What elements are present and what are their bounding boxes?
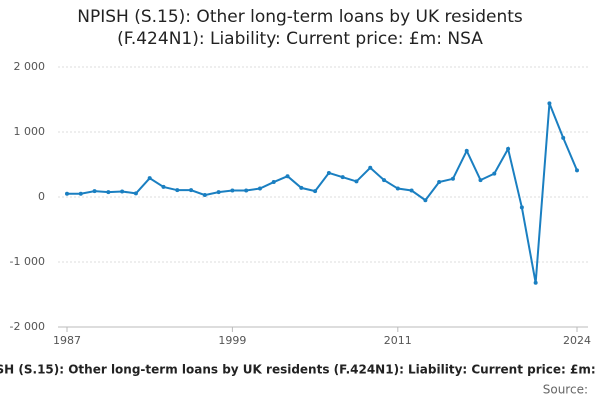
- point: [65, 191, 69, 196]
- point: [285, 174, 290, 179]
- point: [230, 188, 235, 193]
- point: [78, 191, 83, 196]
- point: [409, 188, 414, 193]
- point: [189, 188, 194, 193]
- point: [271, 180, 276, 185]
- x-tick-label: 1999: [218, 334, 246, 347]
- source: Source:: [543, 383, 588, 397]
- point: [395, 186, 400, 191]
- y-tick-label: 0: [38, 190, 45, 203]
- x-tick-label: 1987: [53, 334, 81, 347]
- chart-title: NPISH (S.15): Other long-term loans by U…: [77, 7, 523, 49]
- y-tick-label: -2 000: [10, 320, 45, 333]
- y-tick-label: 1 000: [14, 125, 46, 138]
- point: [354, 179, 359, 184]
- point: [313, 189, 318, 194]
- y-tick-label: 2 000: [14, 60, 46, 73]
- x-tick-label: 2024: [563, 334, 591, 347]
- point: [437, 180, 442, 185]
- point: [575, 168, 579, 173]
- point: [368, 165, 373, 170]
- point: [547, 101, 552, 106]
- point: [161, 184, 166, 189]
- x-tick-label: 2011: [384, 334, 412, 347]
- point: [299, 185, 304, 190]
- point: [257, 186, 262, 191]
- point: [492, 171, 497, 176]
- footer: NPISH (S.15): Other long-term loans by U…: [0, 363, 600, 377]
- point: [561, 135, 566, 140]
- point: [216, 190, 221, 195]
- point: [533, 280, 538, 285]
- point: [202, 193, 207, 198]
- point: [450, 176, 455, 181]
- point: [106, 190, 111, 195]
- y-tick-label: -1 000: [10, 255, 45, 268]
- point: [244, 188, 249, 193]
- point: [92, 189, 97, 194]
- point: [478, 178, 483, 183]
- point: [464, 148, 469, 153]
- point: [326, 170, 331, 175]
- point: [340, 175, 345, 180]
- line: [67, 103, 578, 283]
- point: [382, 178, 387, 183]
- point: [423, 198, 428, 203]
- point: [147, 176, 152, 181]
- point: [120, 189, 125, 194]
- point: [133, 191, 138, 196]
- point: [506, 146, 511, 151]
- point: [519, 205, 524, 210]
- point: [175, 188, 180, 193]
